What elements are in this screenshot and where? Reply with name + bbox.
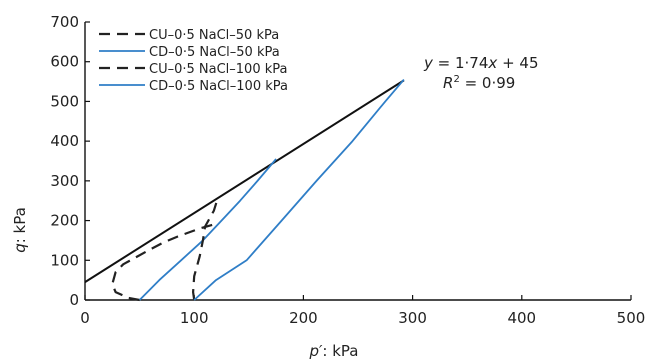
x-tick-label: 200 (289, 309, 318, 327)
equation-part-2: = 1·74 (433, 54, 489, 72)
series-line-2 (138, 158, 277, 301)
equation-part-1: y (423, 54, 434, 72)
y-axis-symbol: q (11, 243, 29, 253)
equation-part-3: x (487, 54, 497, 72)
x-tick-label: 0 (80, 309, 90, 327)
y-axis-unit: : kPa (11, 207, 29, 243)
y-tick-label: 700 (50, 13, 79, 31)
x-axis-unit: : kPa (322, 342, 358, 360)
y-tick-label: 500 (50, 92, 79, 110)
x-tick-label: 400 (507, 309, 536, 327)
series-line-1 (111, 223, 215, 302)
tick-labels: 0 100 200 300 400 500 0 100 200 300 400 500 600 700 (50, 13, 645, 327)
y-tick-label: 600 (50, 53, 79, 71)
fit-line (84, 79, 405, 283)
legend-label-3: CU–0·5 NaCl–100 kPa (149, 62, 287, 77)
legend-label-1: CU–0·5 NaCl–50 kPa (149, 28, 279, 43)
y-tick-label: 200 (50, 212, 79, 230)
x-axis-title: p′: kPa (308, 342, 358, 360)
x-axis-symbol: p′ (308, 342, 323, 360)
r2-symbol: R (443, 74, 453, 92)
x-tick-label: 300 (398, 309, 427, 327)
legend-label-4: CD–0·5 NaCl–100 kPa (149, 79, 288, 94)
axes (84, 22, 631, 301)
tick-marks (84, 21, 632, 301)
r2-value: = 0·99 (460, 74, 516, 92)
x-tick-label: 100 (180, 309, 209, 327)
series-line-4 (193, 79, 405, 301)
y-tick-label: 0 (69, 291, 79, 309)
fit-r-squared: R2 = 0·99 (443, 74, 515, 92)
y-axis-title: q: kPa (11, 207, 29, 253)
legend-label-2: CD–0·5 NaCl–50 kPa (149, 45, 280, 60)
fit-annotation: y = 1·74x + 45 R2 = 0·99 (423, 54, 539, 92)
y-tick-label: 300 (50, 172, 79, 190)
fit-line-group (84, 79, 405, 283)
legend: CU–0·5 NaCl–50 kPa CD–0·5 NaCl–50 kPa CU–0… (99, 28, 288, 94)
equation-part-4: + 45 (497, 54, 538, 72)
r2-superscript: 2 (453, 74, 459, 85)
series-group (111, 79, 405, 302)
x-tick-label: 500 (617, 309, 646, 327)
y-tick-label: 400 (50, 132, 79, 150)
fit-equation: y = 1·74x + 45 (423, 54, 539, 72)
series-line-3 (192, 196, 220, 301)
y-tick-label: 100 (50, 251, 79, 269)
